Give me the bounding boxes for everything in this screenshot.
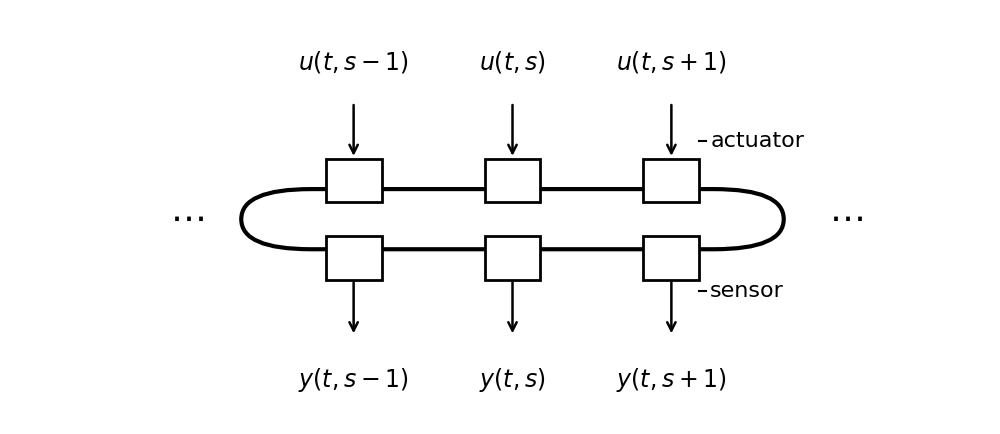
Bar	[485, 159, 540, 202]
Text: $u(t,s)$: $u(t,s)$	[479, 49, 546, 76]
Bar	[643, 159, 699, 202]
Text: sensor: sensor	[710, 281, 784, 301]
Text: actuator: actuator	[710, 131, 804, 151]
Text: $y(t,s)$: $y(t,s)$	[479, 366, 546, 394]
Bar	[485, 236, 540, 279]
FancyBboxPatch shape	[241, 189, 784, 249]
Text: $\cdots$: $\cdots$	[170, 202, 204, 236]
Text: $\cdots$: $\cdots$	[829, 202, 863, 236]
Text: $u(t,s+ 1)$: $u(t,s+ 1)$	[616, 49, 727, 76]
Bar	[643, 236, 699, 279]
Bar	[326, 236, 382, 279]
Text: $y(t,s-1)$: $y(t,s-1)$	[298, 366, 409, 394]
Text: $y(t,s+ 1)$: $y(t,s+ 1)$	[616, 366, 727, 394]
Text: $u(t,s-1)$: $u(t,s-1)$	[298, 49, 409, 76]
Bar	[326, 159, 382, 202]
